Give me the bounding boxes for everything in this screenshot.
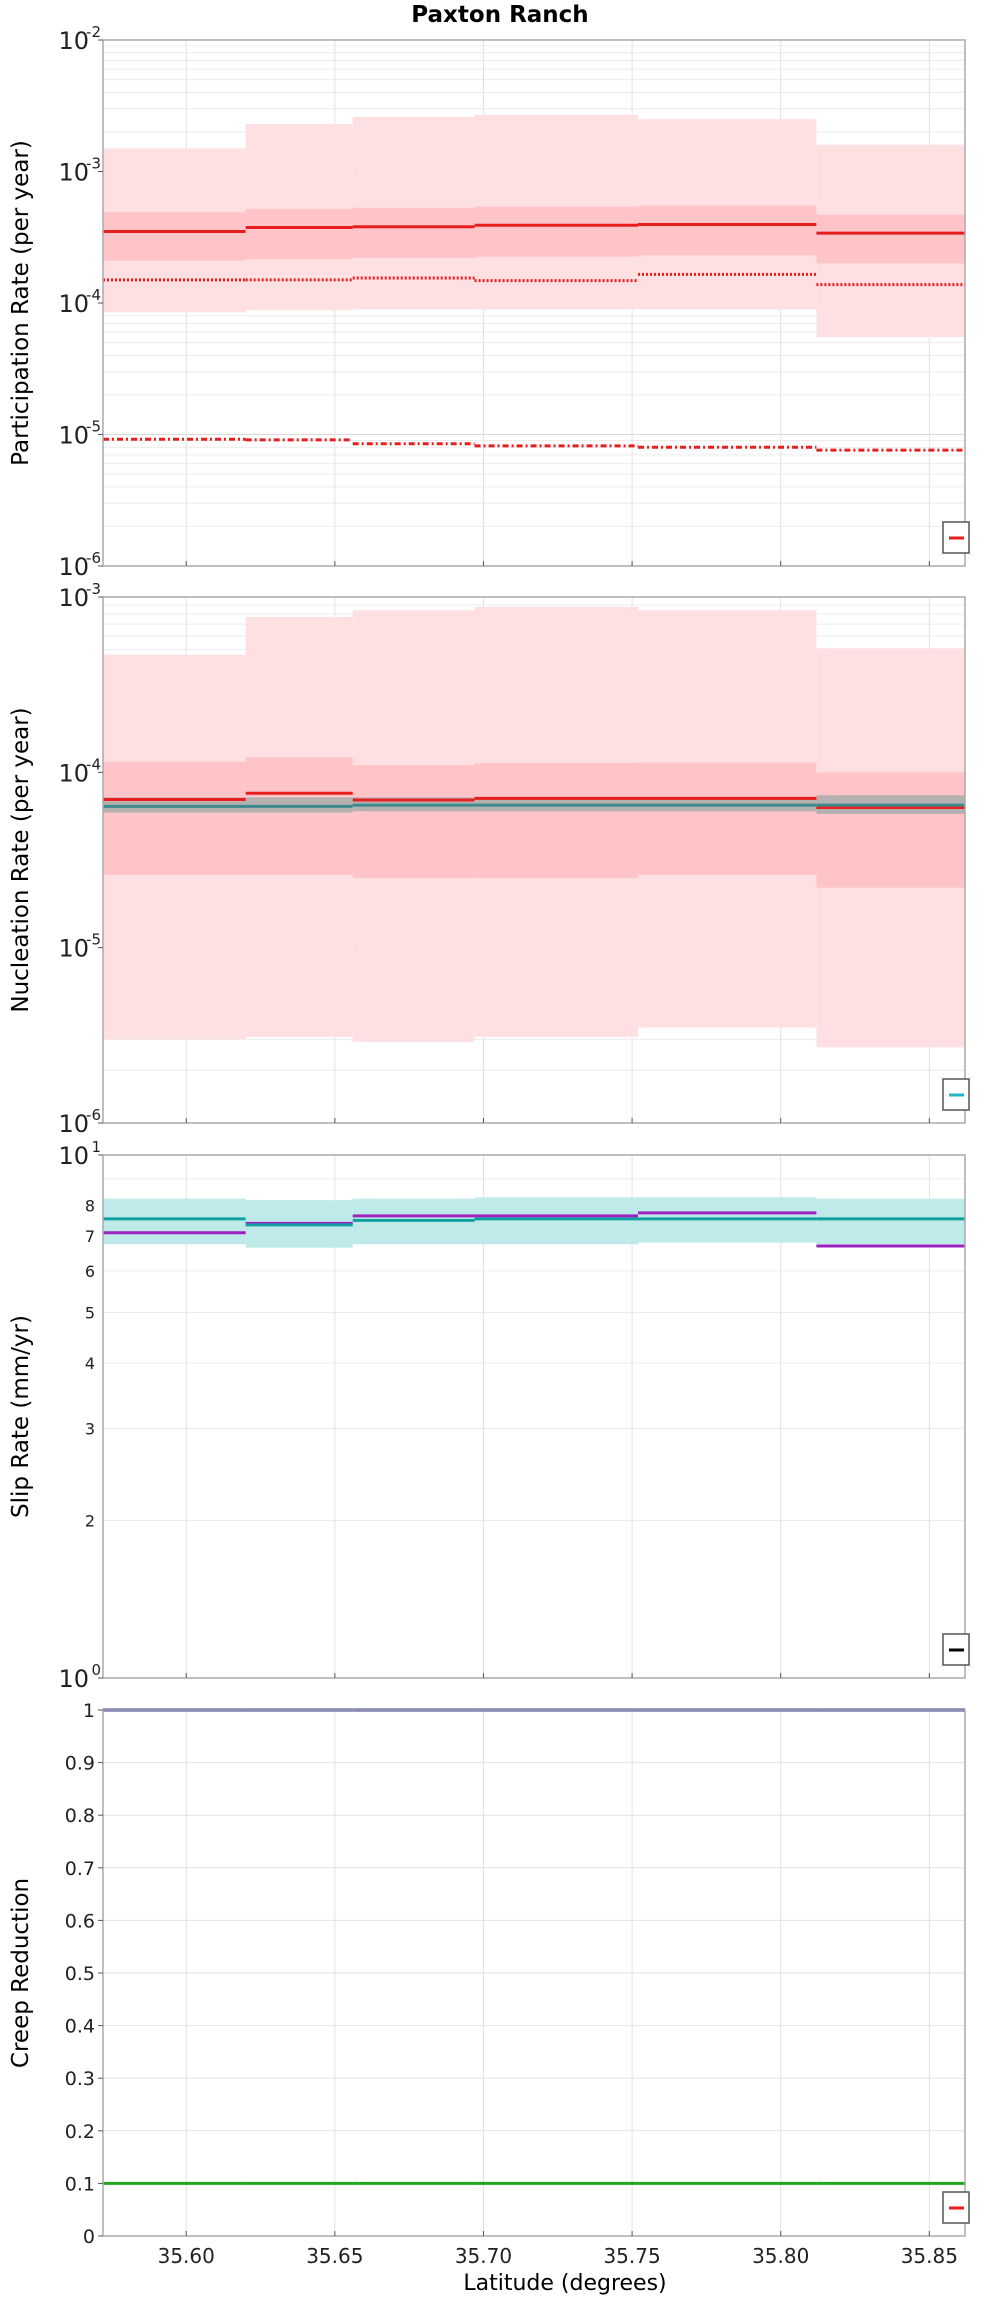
y-minor-tick-label: 8 (85, 1197, 95, 1216)
x-tick-label: 35.65 (306, 2244, 363, 2268)
plot-frame (102, 596, 966, 1124)
legend (942, 521, 970, 554)
chart-title: Paxton Ranch (411, 2, 588, 28)
legend (942, 1633, 970, 1666)
y-tick-label: 0.1 (65, 2173, 95, 2195)
band-inner-range-segment (474, 206, 639, 257)
band-inner-range-segment (816, 772, 965, 888)
y-tick-label: 10 (58, 935, 89, 963)
y-tick-label: 0.2 (65, 2121, 95, 2143)
y-tick-label: 10 (58, 422, 89, 450)
band-slip-range-segment (103, 1198, 246, 1245)
y-tick-label: 10 (58, 1110, 89, 1138)
y-tick-label: 0.4 (65, 2016, 95, 2038)
x-tick-label: 35.75 (603, 2244, 660, 2268)
y-tick-label: 0.3 (65, 2068, 95, 2090)
x-tick-label: 35.85 (901, 2244, 958, 2268)
y-tick-label: 10 (58, 759, 89, 787)
band-inner-range-segment (103, 212, 246, 261)
band-inner-range-segment (103, 761, 246, 875)
x-tick-label: 35.70 (455, 2244, 512, 2268)
y-tick-label: 0.5 (65, 1963, 95, 1985)
x-tick-label: 35.80 (752, 2244, 809, 2268)
y-tick-label: 0 (83, 2226, 95, 2248)
y-minor-tick-label: 3 (85, 1419, 95, 1438)
y-tick-exponent: -4 (86, 286, 101, 304)
y-minor-tick-label: 7 (85, 1227, 95, 1246)
x-axis-label: Latitude (degrees) (463, 2271, 666, 2296)
y-tick-label: 10 (58, 584, 89, 612)
panel-creep: 0 0.1 0.2 0.3 0.4 0.5 0.6 0.7 0.8 0.9 1 Creep Reduc… (8, 1700, 970, 2248)
y-tick-label: 0.9 (65, 1753, 95, 1775)
y-axis-label: Slip Rate (mm/yr) (8, 1315, 34, 1518)
y-tick-label: 10 (58, 290, 89, 318)
y-tick-exponent: -2 (86, 23, 101, 41)
y-tick-exponent: 1 (91, 1138, 101, 1156)
y-tick-label: 10 (58, 553, 89, 581)
y-tick-exponent: -6 (86, 549, 101, 567)
band-slip-range-segment (474, 1197, 639, 1245)
y-minor-tick-label: 4 (85, 1354, 95, 1373)
y-tick-exponent: -3 (86, 580, 101, 598)
y-tick-exponent: -3 (86, 155, 101, 173)
y-tick-exponent: -5 (86, 931, 101, 949)
band-inner-range-segment (352, 207, 475, 258)
plot-frame (102, 1154, 966, 1679)
band-slip-range-segment (816, 1198, 965, 1245)
band-inner-range-segment (638, 762, 817, 875)
y-tick-exponent: -6 (86, 1106, 101, 1124)
band-inner-range-segment (245, 208, 353, 260)
y-tick-label: 10 (58, 1665, 89, 1693)
y-tick-label: 10 (58, 27, 89, 55)
y-tick-label: 10 (58, 1142, 89, 1170)
y-tick-label: 0.8 (65, 1805, 95, 1827)
y-tick-exponent: 0 (91, 1661, 101, 1679)
band-inner-range-segment (474, 763, 639, 878)
legend (942, 2191, 970, 2224)
y-axis-label: Creep Reduction (8, 1878, 34, 2068)
y-minor-tick-label: 6 (85, 1262, 95, 1281)
y-minor-tick-label: 2 (85, 1512, 95, 1531)
y-tick-label: 10 (58, 159, 89, 187)
y-tick-exponent: -5 (86, 418, 101, 436)
band-inner-range-segment (352, 765, 475, 878)
band-inner-range-segment (816, 214, 965, 264)
x-tick-label: 35.60 (158, 2244, 215, 2268)
y-tick-exponent: -4 (86, 755, 101, 773)
y-tick-label: 0.6 (65, 1910, 95, 1932)
y-tick-label: 1 (83, 1700, 95, 1722)
band-inner-range-segment (638, 205, 817, 256)
legend (942, 1078, 970, 1111)
y-minor-tick-label: 5 (85, 1303, 95, 1322)
y-tick-label: 0.7 (65, 1858, 95, 1880)
y-axis-label: Participation Rate (per year) (8, 140, 34, 466)
band-inner-range-segment (245, 757, 353, 875)
y-axis-label: Nucleation Rate (per year) (8, 707, 34, 1012)
